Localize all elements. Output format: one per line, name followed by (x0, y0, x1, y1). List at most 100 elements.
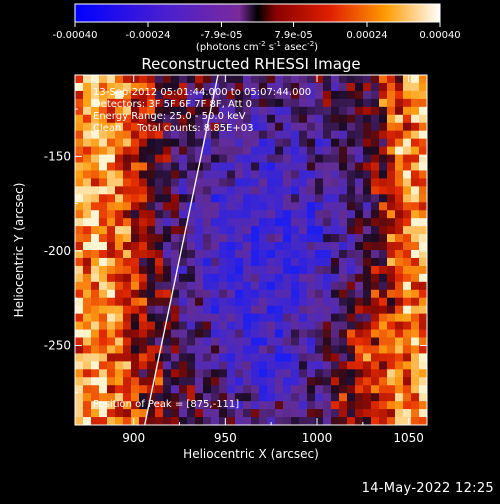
heatmap-cell (171, 202, 180, 211)
heatmap-cell (139, 385, 148, 394)
heatmap-cell (419, 250, 427, 259)
colorbar-tick-label: 7.9e-05 (274, 30, 312, 41)
heatmap-cell (363, 329, 372, 338)
heatmap-cell (299, 250, 308, 259)
heatmap-cell (227, 234, 236, 243)
heatmap-cell (363, 170, 372, 179)
heatmap-cell (147, 361, 156, 370)
heatmap-cell (235, 138, 244, 147)
heatmap-cell (267, 305, 276, 315)
heatmap-cell (115, 75, 124, 84)
heatmap-cell (211, 226, 220, 235)
heatmap-cell (387, 337, 396, 346)
heatmap-cell (91, 393, 100, 402)
heatmap-cell (211, 337, 220, 346)
heatmap-cell (299, 194, 308, 203)
heatmap-cell (131, 75, 140, 84)
heatmap-cell (403, 90, 412, 100)
heatmap-cell (115, 250, 124, 259)
heatmap-cell (267, 130, 276, 140)
heatmap-cell (299, 234, 308, 243)
heatmap-cell (123, 114, 132, 124)
heatmap-cell (227, 194, 236, 203)
heatmap-cell (227, 82, 236, 92)
heatmap-cell (339, 353, 348, 362)
heatmap-cell (195, 345, 204, 354)
heatmap-cell (155, 321, 164, 330)
heatmap-cell (91, 130, 100, 140)
heatmap-cell (411, 90, 420, 100)
heatmap-cell (363, 305, 372, 315)
heatmap-cell (347, 281, 356, 291)
heatmap-cell (339, 345, 348, 354)
heatmap-cell (403, 242, 412, 251)
heatmap-cell (75, 369, 84, 378)
heatmap-cell (227, 178, 236, 187)
heatmap-cell (243, 257, 252, 267)
heatmap-cell (267, 82, 276, 92)
heatmap-cell (403, 321, 412, 330)
heatmap-cell (219, 289, 228, 299)
heatmap-cell (99, 162, 108, 171)
heatmap-cell (387, 369, 396, 378)
heatmap-cell (99, 242, 108, 251)
heatmap-cell (379, 162, 388, 171)
heatmap-cell (195, 218, 204, 227)
heatmap-cell (107, 98, 116, 108)
heatmap-cell (123, 154, 132, 163)
heatmap-cell (179, 321, 188, 330)
heatmap-cell (339, 130, 348, 140)
heatmap-cell (83, 218, 92, 227)
heatmap-cell (419, 393, 427, 402)
heatmap-cell (379, 138, 388, 147)
heatmap-cell (83, 194, 92, 203)
heatmap-cell (203, 369, 212, 378)
heatmap-cell (83, 178, 92, 187)
heatmap-cell (299, 377, 308, 386)
heatmap-cell (243, 345, 252, 354)
heatmap-cell (419, 369, 427, 378)
heatmap-cell (323, 90, 332, 100)
heatmap-cell (147, 90, 156, 100)
heatmap-cell (227, 210, 236, 219)
heatmap-cell (147, 154, 156, 163)
heatmap-cell (195, 377, 204, 386)
heatmap-cell (107, 250, 116, 259)
heatmap-cell (211, 234, 220, 243)
heatmap-cell (387, 313, 396, 322)
heatmap-cell (211, 353, 220, 362)
heatmap-cell (147, 162, 156, 171)
heatmap-cell (243, 170, 252, 179)
heatmap-cell (115, 194, 124, 203)
heatmap-cell (107, 265, 116, 275)
heatmap-cell (283, 409, 292, 418)
heatmap-cell (211, 178, 220, 187)
heatmap-cell (387, 385, 396, 394)
heatmap-cell (275, 313, 284, 322)
heatmap-cell (83, 90, 92, 100)
heatmap-cell (419, 178, 427, 187)
heatmap-cell (99, 257, 108, 267)
heatmap-cell (267, 178, 276, 187)
heatmap-cell (235, 178, 244, 187)
heatmap-cell (83, 82, 92, 92)
heatmap-cell (299, 337, 308, 346)
heatmap-cell (259, 345, 268, 354)
heatmap-cell (179, 186, 188, 195)
heatmap-cell (203, 305, 212, 315)
heatmap-cell (171, 417, 180, 425)
heatmap-cell (131, 114, 140, 124)
heatmap-cell (179, 377, 188, 386)
heatmap-cell (395, 82, 404, 92)
heatmap-cell (387, 226, 396, 235)
heatmap-cell (315, 218, 324, 227)
heatmap-cell (107, 409, 116, 418)
heatmap-cell (91, 385, 100, 394)
heatmap-cell (139, 122, 148, 132)
heatmap-cell (347, 297, 356, 307)
heatmap-cell (299, 122, 308, 132)
heatmap-cell (299, 106, 308, 116)
heatmap-cell (291, 130, 300, 140)
heatmap-cell (331, 337, 340, 346)
heatmap-cell (275, 162, 284, 171)
